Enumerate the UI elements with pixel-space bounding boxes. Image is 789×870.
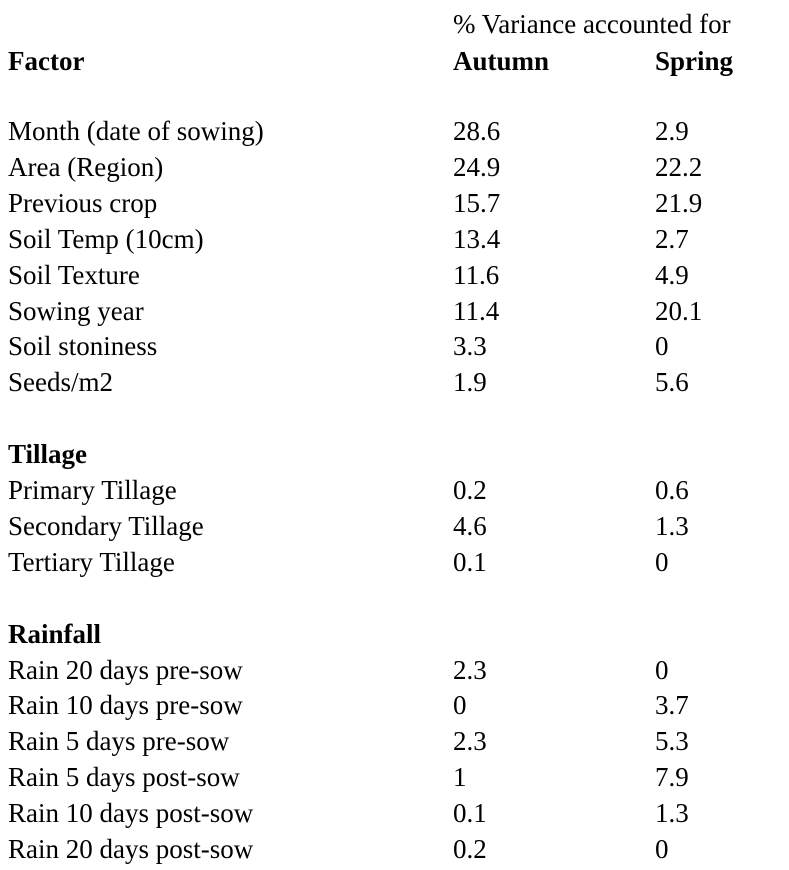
variance-value: 13.4 (453, 223, 501, 254)
factor-label: Tertiary Tillage (8, 546, 175, 577)
factor-label: Rain 20 days pre-sow (8, 654, 243, 685)
variance-value: 5.6 (655, 367, 689, 398)
variance-value: 0.6 (655, 475, 689, 505)
column-header: Autumn (453, 46, 550, 76)
factor-label: Rain 10 days post-sow (8, 798, 254, 829)
variance-value: 22.2 (655, 151, 703, 182)
variance-value: 0 (655, 654, 669, 685)
factor-label: Rain 5 days pre-sow (8, 726, 230, 757)
column-header: Spring (655, 46, 734, 76)
factor-label: Soil stoniness (8, 331, 158, 362)
variance-value: 0.1 (453, 546, 487, 577)
variance-value: 7.9 (655, 762, 689, 793)
variance-value: 0.2 (453, 475, 487, 505)
variance-value: 28.6 (453, 116, 501, 146)
variance-value: 0.1 (453, 798, 487, 829)
factor-label: Rain 10 days pre-sow (8, 690, 243, 721)
factor-label: Soil Temp (10cm) (8, 223, 204, 254)
section-heading: Rainfall (8, 618, 102, 649)
factor-label: Soil Texture (8, 259, 140, 290)
variance-value: 0.2 (453, 834, 487, 864)
variance-value: 3.7 (655, 690, 689, 721)
factor-label: Month (date of sowing) (8, 116, 264, 146)
factor-label: Secondary Tillage (8, 510, 204, 541)
variance-value: 15.7 (453, 187, 501, 218)
factor-label: Previous crop (8, 187, 158, 218)
column-header: Factor (8, 46, 85, 76)
factor-label: Primary Tillage (8, 475, 177, 505)
variance-value: 2.3 (453, 726, 487, 757)
factor-label: Seeds/m2 (8, 367, 113, 398)
factor-label: Rain 20 days post-sow (8, 834, 254, 864)
variance-value: 0 (655, 834, 669, 864)
variance-value: 1.9 (453, 367, 487, 398)
variance-value: 21.9 (655, 187, 703, 218)
variance-value: 0 (453, 690, 467, 721)
variance-value: 4.6 (453, 510, 487, 541)
variance-value: 5.3 (655, 726, 689, 757)
variance-value: 24.9 (453, 151, 501, 182)
variance-value: 1.3 (655, 798, 689, 829)
variance-value: 20.1 (655, 295, 703, 326)
variance-value: 1 (453, 762, 467, 793)
factor-label: Sowing year (8, 295, 144, 326)
variance-value: 0 (655, 331, 669, 362)
header-title: % Variance accounted for (453, 9, 731, 39)
variance-value: 4.9 (655, 259, 689, 290)
variance-value: 1.3 (655, 510, 689, 541)
variance-value: 2.9 (655, 116, 689, 146)
factor-label: Area (Region) (8, 151, 164, 182)
factor-label: Rain 5 days post-sow (8, 762, 240, 793)
variance-value: 2.3 (453, 654, 487, 685)
variance-value: 0 (655, 546, 669, 577)
section-heading: Tillage (8, 439, 88, 470)
variance-value: 11.6 (453, 259, 500, 290)
variance-value: 3.3 (453, 331, 487, 362)
variance-value: 11.4 (453, 295, 500, 326)
variance-value: 2.7 (655, 223, 689, 254)
